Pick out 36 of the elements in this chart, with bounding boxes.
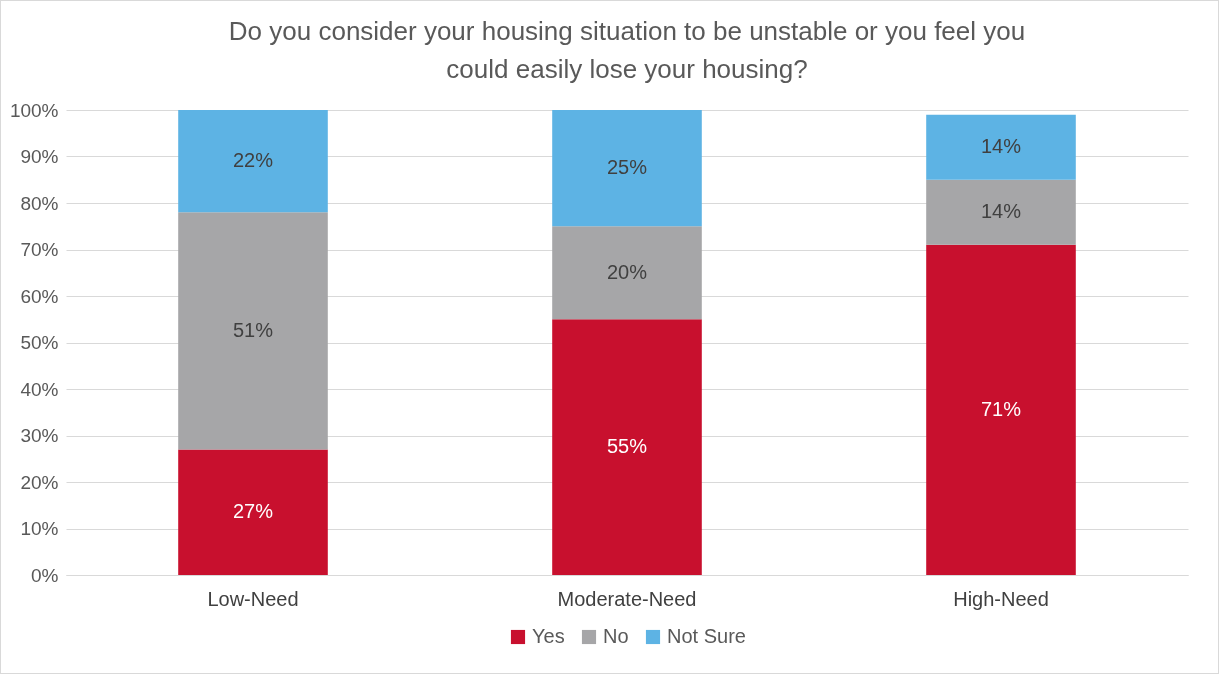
bar — [926, 244, 1076, 575]
y-tick-label: 100% — [9, 99, 59, 121]
bar — [552, 226, 702, 320]
legend-label: Yes — [532, 625, 565, 647]
text: 27% — [232, 500, 274, 523]
bar — [552, 319, 702, 575]
x-tick-label: Moderate-Need — [557, 587, 697, 610]
bar — [178, 212, 328, 450]
legend-label: No — [603, 625, 629, 647]
text: 22% — [232, 149, 274, 172]
bar — [926, 179, 1076, 245]
x-tick-label: Low-Need — [207, 587, 299, 610]
bar — [178, 110, 328, 213]
bar — [552, 110, 702, 227]
text: 14% — [980, 135, 1022, 158]
bar — [178, 449, 328, 575]
y-tick-label: 20% — [20, 471, 59, 493]
text: 51% — [232, 318, 274, 341]
chart-title: Do you consider your housing situation to be unstable or you feel you could easily lose your housing? — [228, 16, 1026, 84]
y-tick-label: 40% — [20, 378, 59, 400]
y-tick-label: 30% — [20, 425, 59, 446]
text: 20% — [606, 260, 648, 283]
x-tick-label: High-Need — [953, 587, 1049, 610]
y-tick-label: 70% — [20, 239, 59, 260]
y-tick-label: 50% — [20, 332, 59, 353]
y-tick-label: 10% — [20, 518, 59, 539]
y-tick-label: 60% — [20, 285, 59, 307]
text: 71% — [980, 397, 1022, 420]
text: 55% — [606, 435, 648, 458]
y-tick-label: 0% — [31, 564, 59, 586]
y-tick-label: 90% — [20, 146, 59, 167]
y-tick-label: 80% — [20, 192, 59, 214]
text: 25% — [606, 156, 648, 179]
text: 14% — [980, 200, 1022, 223]
bar — [926, 114, 1076, 180]
legend-label: Not Sure — [667, 625, 746, 647]
